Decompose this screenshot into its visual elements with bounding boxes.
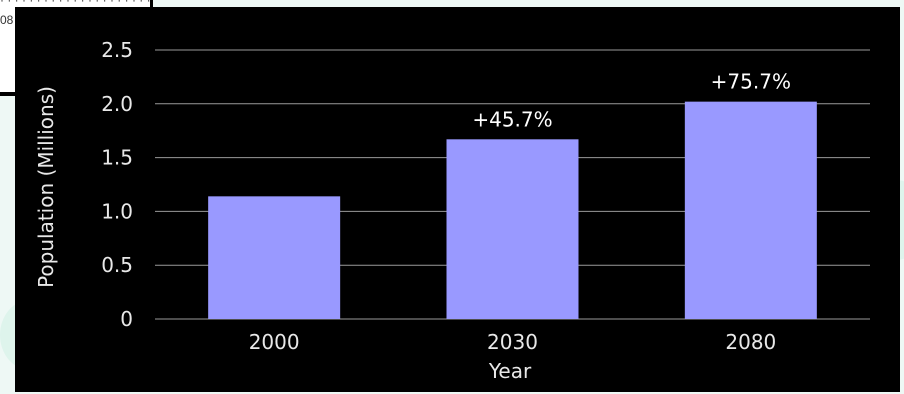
data-label: +75.7%: [711, 70, 791, 94]
fragment-text-line: 08: [0, 13, 14, 27]
chart-panel: 0 0.5 1.0 1.5 2.0 2.5 2000 2030 2080 +45.7% +75.…: [15, 7, 900, 392]
fragment-text-line: · · · · · · · · · · · · · · · · · · · · …: [0, 0, 153, 7]
x-axis-title: Year: [488, 359, 532, 383]
y-tick-label: 0.5: [101, 253, 133, 277]
y-tick-label: 0: [120, 307, 133, 331]
x-tick-label: 2030: [487, 330, 538, 354]
y-tick-label: 2.5: [101, 38, 133, 62]
bar: [446, 139, 579, 319]
bars: [208, 101, 817, 319]
y-tick-labels: 0 0.5 1.0 1.5 2.0 2.5: [101, 38, 133, 331]
bar-chart: 0 0.5 1.0 1.5 2.0 2.5 2000 2030 2080 +45.7% +75.…: [34, 38, 870, 383]
x-tick-label: 2080: [725, 330, 776, 354]
x-tick-labels: 2000 2030 2080: [249, 330, 777, 354]
bar: [684, 101, 817, 319]
bar: [208, 196, 341, 319]
y-tick-label: 1.0: [101, 199, 133, 223]
x-tick-label: 2000: [249, 330, 300, 354]
y-tick-label: 1.5: [101, 146, 133, 170]
data-labels: +45.7% +75.7%: [472, 70, 791, 132]
y-tick-label: 2.0: [101, 92, 133, 116]
data-label: +45.7%: [472, 107, 552, 131]
y-axis-title: Population (Millions): [34, 86, 58, 288]
